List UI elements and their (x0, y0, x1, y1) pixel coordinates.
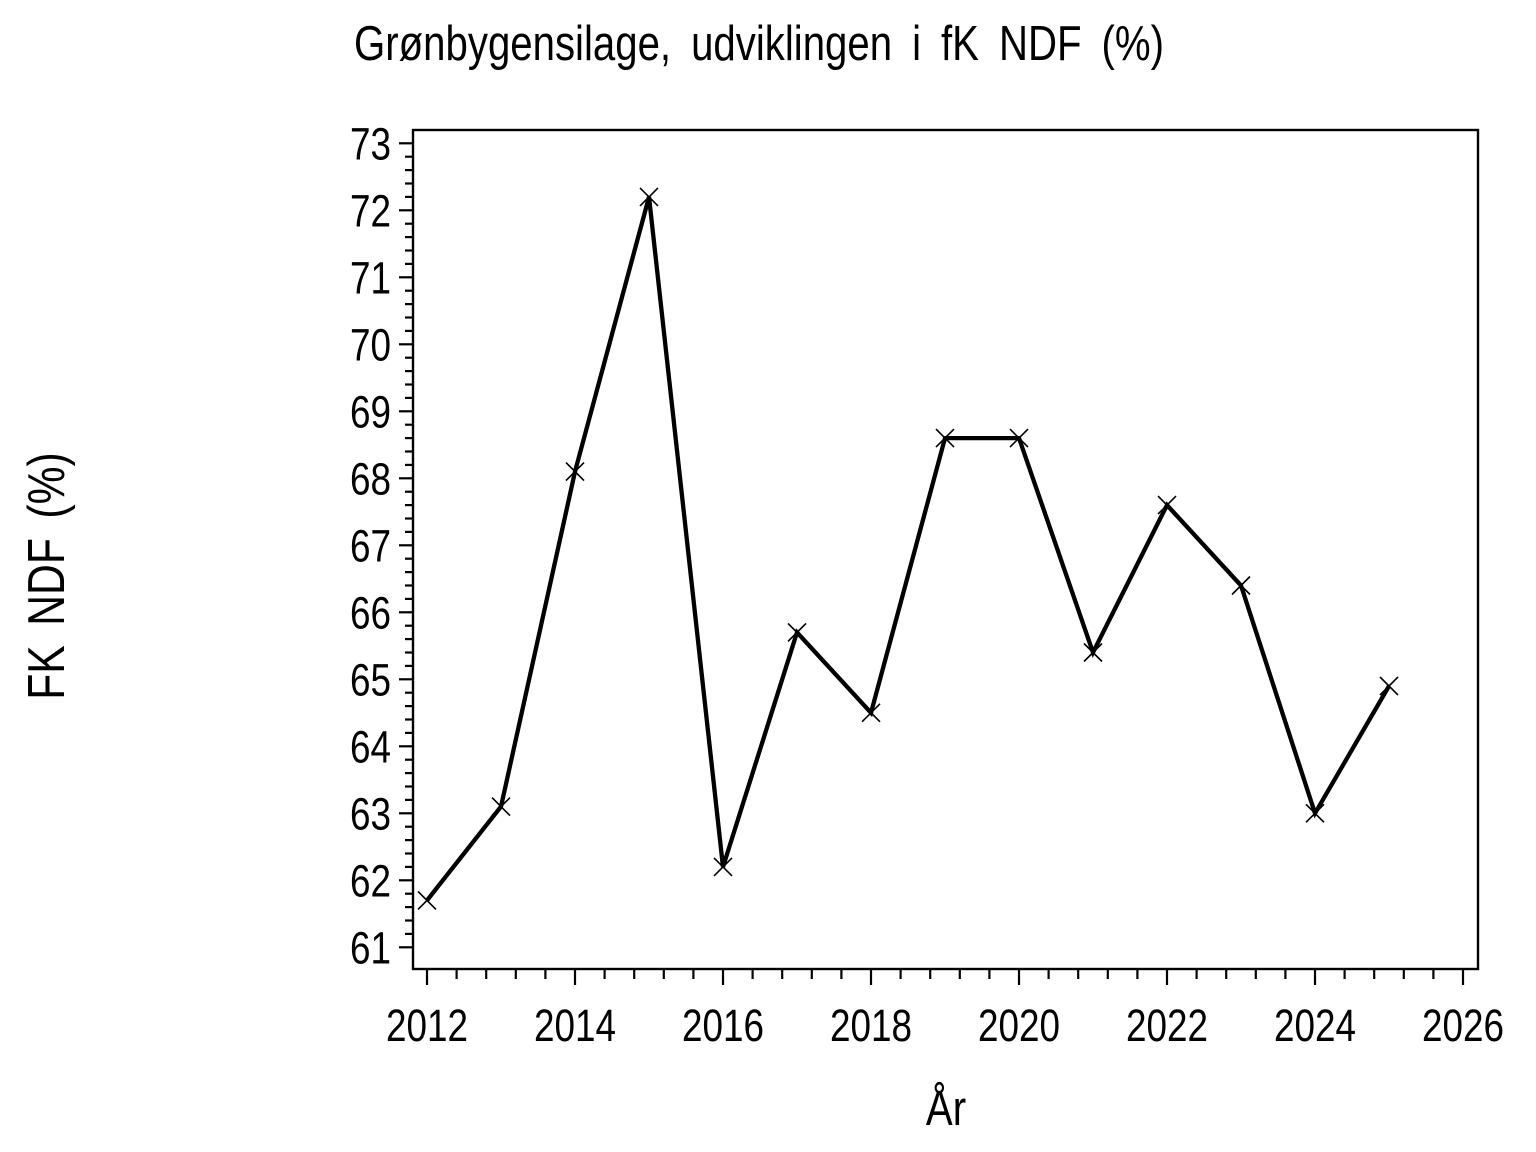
data-point-marker (1157, 495, 1177, 515)
data-point-marker (861, 703, 881, 723)
y-tick-label: 71 (350, 253, 391, 303)
y-tick-label: 61 (350, 923, 391, 973)
data-point-marker (491, 797, 511, 817)
data-point-marker (1231, 575, 1251, 596)
data-point-marker (1083, 642, 1103, 663)
y-tick-label: 62 (350, 856, 391, 906)
y-tick-label: 65 (350, 655, 391, 705)
data-point-marker (1305, 803, 1325, 823)
x-tick-label: 2018 (830, 1001, 912, 1051)
x-tick-label: 2014 (534, 1001, 616, 1051)
plot-box (411, 128, 1480, 971)
data-line (425, 196, 1391, 902)
x-tick-label: 2016 (682, 1001, 764, 1051)
y-tick-label: 66 (350, 588, 391, 638)
data-point-marker (565, 462, 585, 482)
x-tick-label: 2022 (1126, 1001, 1208, 1051)
y-tick-label: 70 (350, 320, 391, 370)
y-tick-label: 69 (350, 387, 391, 437)
x-tick-label: 2026 (1422, 1001, 1504, 1051)
x-axis-title: År (926, 1081, 966, 1136)
x-tick-label: 2024 (1274, 1001, 1356, 1051)
y-tick-label: 73 (350, 119, 391, 169)
data-point-marker (713, 857, 733, 877)
data-point-marker (639, 187, 659, 207)
x-tick-label: 2012 (386, 1001, 468, 1051)
data-point-marker (1009, 428, 1029, 448)
y-tick-label: 67 (350, 521, 391, 571)
y-tick-label: 63 (350, 789, 391, 839)
chart-title: Grønbygensilage, udviklingen i fK NDF (%… (354, 16, 1164, 71)
data-point-marker (1379, 676, 1399, 696)
y-tick-label: 72 (350, 186, 391, 236)
y-tick-label: 64 (350, 722, 391, 772)
data-point-marker (417, 890, 437, 910)
data-point-marker (787, 622, 807, 642)
data-point-marker (935, 428, 955, 448)
y-tick-label: 68 (350, 454, 391, 504)
y-axis-title: FK NDF (%) (18, 452, 76, 699)
plot-area-group: 2012 2014 2016 2018 2020 2022 2024 2026 61 62 63 64… (350, 119, 1504, 1051)
x-tick-label: 2020 (978, 1001, 1060, 1051)
